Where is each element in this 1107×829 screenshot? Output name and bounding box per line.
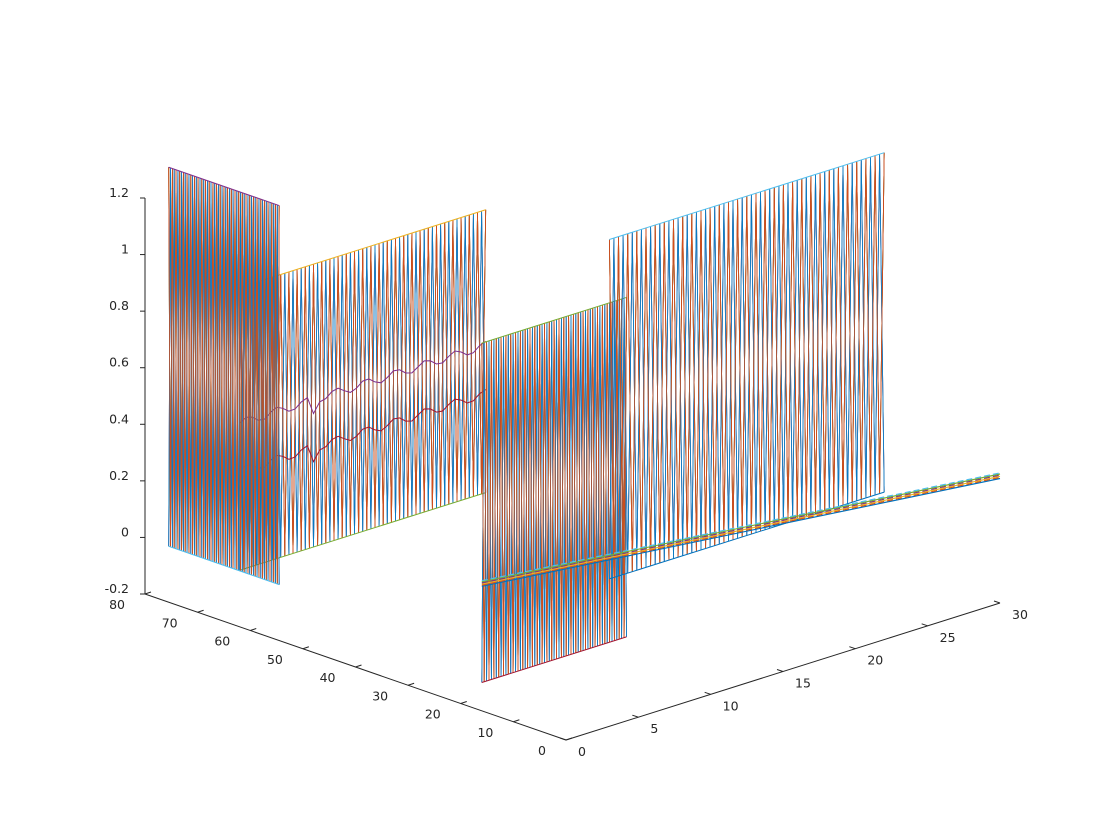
- y-tick-label: 10: [723, 698, 739, 713]
- x-tick-label: 40: [320, 670, 336, 685]
- x-tick-5: [302, 646, 310, 650]
- axes-layer: -0.2 0 0.2 0.4 0.6 0.8 1 1.2 0 10 20 30 40 50 60 70 80 0 5…: [105, 185, 1028, 759]
- z-tick-label: -0.2: [105, 581, 129, 596]
- x-tick-3: [407, 682, 415, 686]
- y-tick-1: [632, 714, 639, 718]
- z-tick-label: 0.4: [109, 411, 129, 426]
- x-tick-0: [565, 737, 573, 741]
- x-tick-7: [197, 609, 204, 613]
- y-tick-3: [776, 669, 784, 672]
- x-tick-4: [355, 664, 362, 668]
- x-tick-8: [144, 591, 152, 595]
- plane-2-top-edge: [168, 166, 280, 207]
- plane-1-trace-1: [239, 340, 486, 424]
- z-tick-label: 0.8: [109, 298, 129, 313]
- plane-4-top-edge: [609, 152, 885, 240]
- y-tick-label: 20: [867, 653, 883, 668]
- y-tick-5: [921, 623, 928, 627]
- x-tick-label: 60: [214, 634, 230, 649]
- rod-line-4: [481, 474, 1001, 584]
- y-tick-2: [704, 691, 711, 695]
- y-tick-0: [559, 737, 567, 741]
- x-tick-2: [460, 701, 467, 704]
- rod-line-6: [481, 472, 1001, 582]
- x-tick-label: 80: [109, 597, 125, 612]
- plane-3: [481, 296, 627, 683]
- plane-3-top-edge: [481, 296, 627, 344]
- plane-1-trace-2: [239, 389, 486, 472]
- y-tick-label: 15: [795, 676, 811, 691]
- x-tick-label: 20: [425, 707, 441, 722]
- rod-line-1: [481, 477, 1001, 587]
- z-tick-label: 0.6: [109, 355, 129, 370]
- y-tick-6: [993, 600, 1001, 604]
- plane-4: [609, 152, 885, 580]
- rod-line-2: [481, 476, 1001, 586]
- x-tick-label: 50: [267, 652, 283, 667]
- x-tick-label: 10: [477, 725, 493, 740]
- rod-line-5: [481, 473, 1001, 583]
- connecting-rod: [481, 472, 1001, 587]
- y-tick-label: 5: [650, 721, 658, 736]
- plane-3-bottom-edge: [481, 636, 627, 683]
- z-tick-label: 0.2: [109, 468, 129, 483]
- plane-1: [239, 209, 487, 571]
- y-tick-4: [849, 646, 856, 650]
- y-tick-label: 30: [1012, 607, 1028, 622]
- plane-2: [168, 166, 280, 586]
- plane-1-bottom-edge: [239, 492, 486, 571]
- x-tick-label: 0: [538, 743, 546, 758]
- z-tick-label: 1.2: [109, 185, 129, 200]
- rod-line-3: [481, 475, 1001, 585]
- z-tick-label: 1: [121, 242, 129, 257]
- z-tick-label: 0: [121, 524, 129, 539]
- plane-1-top-edge: [239, 209, 486, 288]
- x-tick-6: [250, 628, 257, 631]
- plane-2-bottom-edge: [168, 545, 280, 586]
- y-tick-label: 0: [578, 744, 586, 759]
- x-tick-label: 70: [162, 615, 178, 630]
- x-tick-1: [513, 719, 520, 723]
- data-layer: [168, 152, 1001, 683]
- x-tick-label: 30: [372, 688, 388, 703]
- y-tick-label: 25: [940, 630, 956, 645]
